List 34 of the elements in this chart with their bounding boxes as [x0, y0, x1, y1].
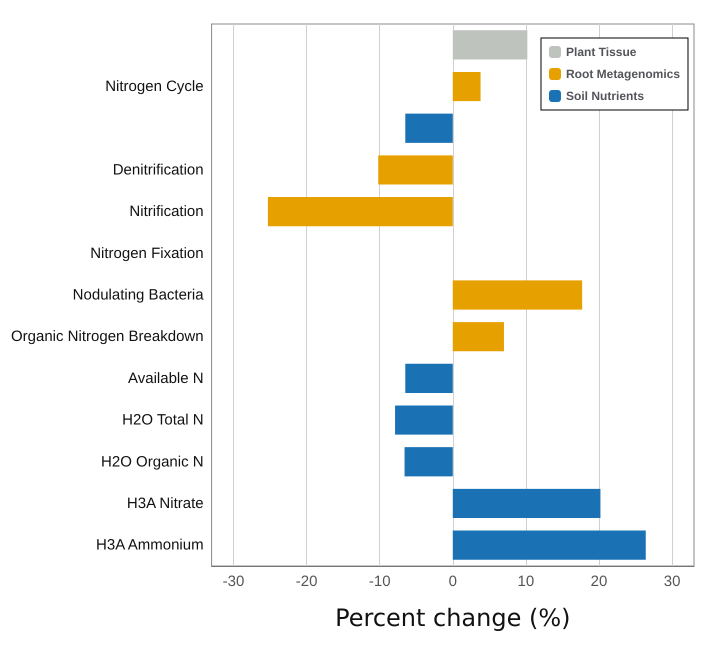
legend-label: Root Metagenomics [566, 67, 680, 81]
bar [378, 155, 453, 185]
y-tick-label: H2O Organic N [101, 453, 204, 470]
x-tick-label: 0 [448, 573, 457, 590]
legend-label: Plant Tissue [566, 45, 637, 59]
y-tick-label: H3A Nitrate [126, 494, 204, 512]
bar [405, 364, 453, 393]
bar [452, 322, 504, 352]
bar [404, 447, 453, 476]
y-tick-label: Nitrogen Cycle [105, 78, 204, 96]
x-tick-label: -30 [222, 573, 244, 590]
y-tick-label: Nitrification [129, 203, 204, 220]
x-tick-label: -10 [368, 573, 391, 590]
y-tick-label: Nodulating Bacteria [72, 286, 204, 304]
bar [452, 488, 600, 518]
y-tick-label: Nitrogen Fixation [90, 244, 204, 262]
y-tick-label: H2O Total N [122, 412, 204, 429]
bar [268, 197, 453, 226]
y-tick-label: Organic Nitrogen Breakdown [10, 328, 204, 346]
bar [452, 280, 582, 310]
x-axis-title: Percent change (%) [335, 604, 571, 632]
bar [452, 530, 646, 560]
bar [452, 72, 481, 102]
bar [405, 114, 453, 143]
y-tick-label: H3A Ammonium [96, 536, 204, 554]
x-tick-label: -20 [296, 573, 318, 590]
x-tick-label: 30 [664, 573, 680, 590]
y-tick-label: Denitrification [112, 161, 204, 178]
legend-label: Soil Nutrients [566, 89, 644, 103]
x-tick-label: 20 [590, 573, 608, 590]
bar [452, 30, 528, 60]
y-tick-label: Available N [128, 370, 204, 387]
x-tick-label: 10 [518, 573, 534, 590]
bar [395, 405, 453, 435]
